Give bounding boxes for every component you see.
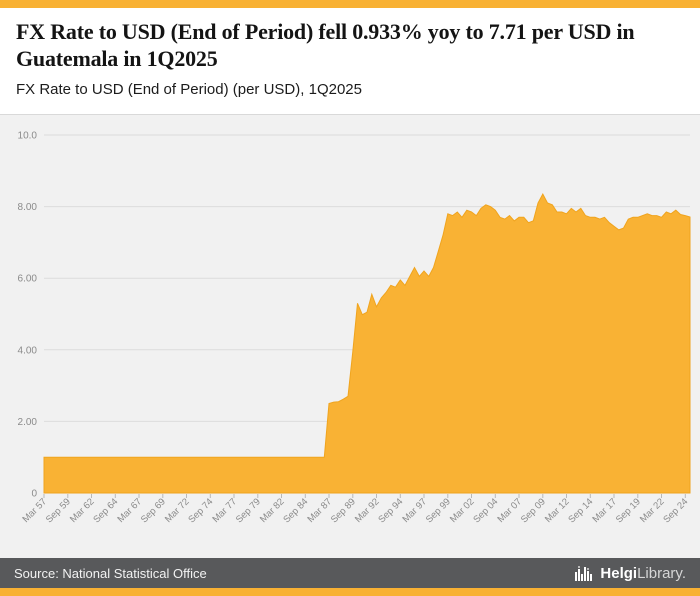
x-tick-label: Sep 24 (661, 496, 690, 525)
x-tick-label: Mar 07 (495, 496, 524, 525)
logo-text-suffix: . (681, 564, 686, 582)
area-series (43, 193, 691, 494)
y-tick-label: 2.00 (18, 417, 38, 428)
x-tick-label: Sep 09 (519, 496, 548, 525)
x-tick-label: Sep 84 (281, 496, 310, 525)
x-tick-label: Sep 74 (186, 496, 215, 525)
x-tick-label: Sep 89 (329, 496, 358, 525)
chart-subtitle: FX Rate to USD (End of Period) (per USD)… (16, 80, 362, 98)
x-tick-label: Sep 69 (139, 496, 168, 525)
x-tick-label: Sep 94 (376, 496, 405, 525)
source-text: Source: National Statistical Office (14, 565, 207, 581)
x-tick-label: Mar 67 (115, 496, 144, 525)
x-tick-label: Sep 19 (614, 496, 643, 525)
x-tick-label: Sep 79 (234, 496, 263, 525)
x-tick-label: Mar 92 (353, 496, 382, 525)
y-tick-label: 4.00 (18, 345, 38, 356)
x-tick-label: Mar 12 (543, 496, 572, 525)
y-tick-label: 6.00 (18, 274, 38, 285)
x-tick-label: Mar 77 (210, 496, 239, 525)
top-accent-strip (0, 0, 700, 8)
x-tick-label: Sep 59 (44, 496, 73, 525)
x-tick-label: Mar 72 (163, 496, 192, 525)
skyline-bars-icon (575, 565, 593, 581)
x-tick-label: Sep 04 (471, 496, 500, 525)
helgi-library-logo[interactable]: HelgiLibrary. (575, 565, 686, 582)
chart-area: 0 2.00 4.00 6.00 8.00 10.0 Mar 57 Sep 59 Mar 62… (0, 115, 700, 558)
y-tick-label: 10.0 (18, 131, 38, 142)
x-tick-label: Sep 14 (566, 496, 595, 525)
y-tick-label: 0 (31, 489, 37, 500)
page-title: FX Rate to USD (End of Period) fell 0.93… (16, 19, 635, 71)
x-tick-label: Sep 64 (91, 496, 120, 525)
x-tick-label: Mar 22 (638, 496, 667, 525)
logo-text-bold: Helgi (600, 564, 638, 582)
header: FX Rate to USD (End of Period) fell 0.93… (0, 8, 700, 115)
footer: Source: National Statistical Office Helg… (0, 558, 700, 588)
x-tick-label: Mar 02 (448, 496, 477, 525)
bottom-accent-strip (0, 588, 700, 596)
logo-text-light: Library (637, 564, 682, 582)
x-tick-label: Mar 17 (590, 496, 619, 525)
x-tick-label: Mar 87 (305, 496, 334, 525)
x-tick-label: Sep 99 (424, 496, 453, 525)
y-tick-label: 8.00 (18, 202, 38, 213)
x-tick-label: Mar 62 (68, 496, 97, 525)
x-tick-label: Mar 97 (400, 496, 429, 525)
y-axis-labels: 0 2.00 4.00 6.00 8.00 10.0 (18, 131, 38, 500)
x-axis-ticks (43, 494, 686, 498)
x-tick-label: Mar 82 (258, 496, 287, 525)
x-tick-label: Mar 57 (20, 496, 49, 525)
logo-text: HelgiLibrary. (600, 565, 686, 582)
